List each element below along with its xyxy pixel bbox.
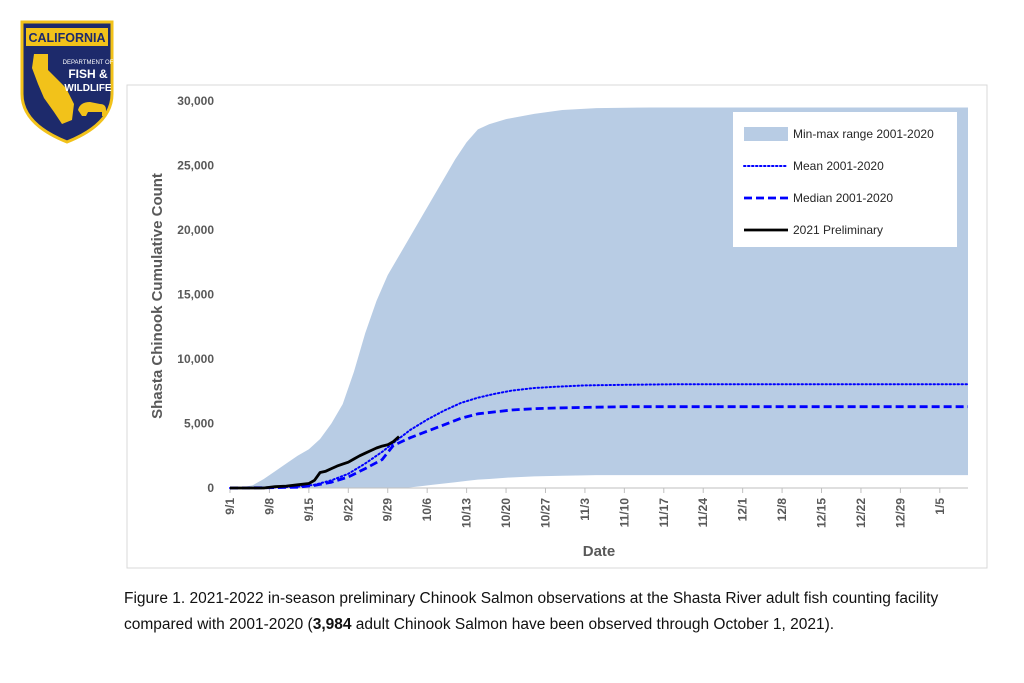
figure-caption: Figure 1. 2021-2022 in-season preliminar… — [124, 586, 984, 638]
cumulative-count-chart: 0 5,000 10,000 15,000 20,000 25,000 30,000 9/1 9… — [126, 84, 988, 569]
series-line-2 — [229, 405, 968, 490]
x-tick-label: 9/1 — [223, 498, 237, 515]
legend-label: Min-max range 2001-2020 — [793, 127, 934, 141]
caption-text-before: Figure 1. 2021-2022 in-season preliminar… — [124, 590, 939, 633]
y-tick-label: 15,000 — [177, 288, 214, 302]
y-axis-title: Shasta Chinook Cumulative Count — [149, 173, 166, 419]
x-tick-label: 10/27 — [539, 498, 553, 528]
x-tick-label: 12/8 — [775, 498, 789, 522]
x-tick-label: 10/6 — [420, 498, 434, 522]
x-tick-label: 11/3 — [578, 498, 592, 521]
cdfw-logo: CALIFORNIA DEPARTMENT OF FISH & WILDLIFE — [20, 20, 114, 144]
x-tick-label: 11/17 — [657, 498, 671, 528]
y-tick-label: 20,000 — [177, 223, 214, 237]
y-tick-label: 25,000 — [177, 159, 214, 173]
california-state-icon — [32, 54, 74, 124]
x-axis-title: Date — [583, 543, 616, 560]
legend-swatch — [744, 127, 788, 141]
x-tick-label: 11/10 — [617, 498, 631, 528]
x-tick-label: 9/22 — [341, 498, 355, 522]
x-tick-label: 10/20 — [499, 498, 513, 528]
y-tick-label: 0 — [207, 481, 214, 495]
x-tick-label: 10/13 — [460, 498, 474, 528]
logo-line4: WILDLIFE — [64, 83, 112, 94]
x-tick-label: 12/22 — [854, 498, 868, 528]
x-tick-label: 9/8 — [262, 498, 276, 515]
caption-bold-count: 3,984 — [312, 616, 352, 633]
logo-line2: DEPARTMENT OF — [63, 60, 114, 66]
legend-label: Mean 2001-2020 — [793, 159, 884, 173]
x-tick-label: 1/5 — [933, 498, 947, 515]
legend-label: 2021 Preliminary — [793, 223, 883, 237]
logo-line3: FISH & — [68, 67, 108, 81]
x-tick-label: 12/1 — [736, 498, 750, 522]
series-line-3 — [230, 435, 400, 490]
x-tick-label: 9/15 — [302, 498, 316, 522]
y-tick-label: 5,000 — [184, 417, 214, 431]
x-tick-label: 11/24 — [696, 498, 710, 528]
logo-line1: CALIFORNIA — [28, 31, 105, 45]
y-tick-label: 10,000 — [177, 352, 214, 366]
series-line-1 — [229, 383, 969, 489]
x-tick-label: 12/29 — [893, 498, 907, 528]
caption-text-after: adult Chinook Salmon have been observed … — [351, 616, 835, 633]
x-tick-label: 12/15 — [815, 498, 829, 528]
y-tick-label: 30,000 — [177, 94, 214, 108]
legend-label: Median 2001-2020 — [793, 191, 893, 205]
x-tick-label: 9/29 — [381, 498, 395, 522]
bear-icon — [78, 102, 106, 116]
